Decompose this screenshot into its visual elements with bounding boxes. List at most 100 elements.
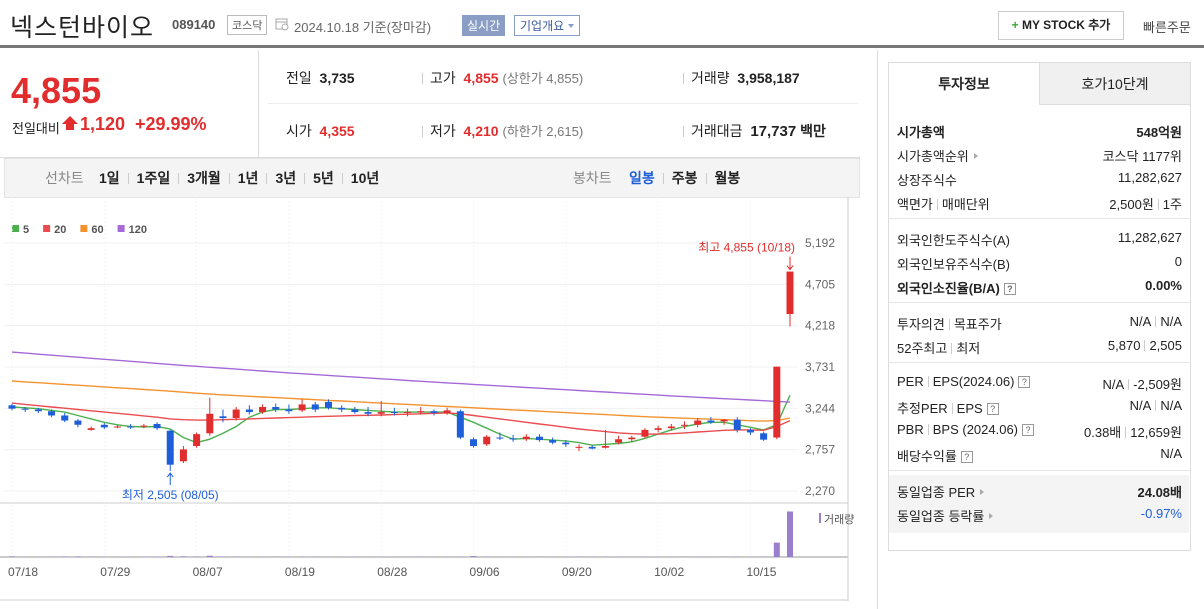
separator: [178, 173, 180, 184]
tab-active[interactable]: 투자정보: [889, 63, 1039, 105]
value-text: -2,509원: [1133, 377, 1182, 392]
company-info-button[interactable]: 기업개요: [514, 15, 581, 36]
row-value: N/A N/A: [1130, 398, 1182, 417]
volume-bar: [773, 542, 780, 557]
period-option[interactable]: 1주일: [136, 170, 171, 186]
value-text: 1주: [1162, 197, 1182, 212]
label-text: 상장주식수: [897, 173, 957, 188]
label-text: EPS: [956, 401, 983, 416]
volume-bar: [9, 556, 15, 557]
calendar-icon: [275, 18, 289, 31]
field-unit: 백만: [800, 123, 826, 139]
quote-divider: [258, 50, 259, 157]
candle-body: [746, 429, 754, 433]
candle-body: [298, 404, 306, 411]
candle-body: [667, 426, 675, 429]
separator: [948, 319, 950, 330]
separator: [1128, 379, 1130, 390]
panel-divider: [877, 50, 878, 609]
period-option[interactable]: 5년: [313, 170, 334, 186]
value-text: 548억원: [1136, 125, 1182, 140]
legend-swatch: [117, 225, 125, 232]
candle-body: [707, 420, 715, 423]
value-text: N/A: [1102, 377, 1125, 392]
quote-rule: [0, 157, 860, 158]
candle-body: [417, 411, 425, 413]
field-label: 전일: [286, 70, 312, 86]
section-rule: [889, 470, 1190, 471]
candle-body: [588, 446, 596, 449]
volume-bar: [734, 556, 741, 557]
quick-order[interactable]: 빠른주문: [1143, 20, 1191, 35]
quote-row-rule: [268, 103, 858, 104]
period-option[interactable]: 월봉: [714, 170, 741, 186]
value-text: 24.08배: [1137, 485, 1183, 500]
x-tick-label: 07/29: [100, 565, 130, 579]
change-value: 1,120: [80, 114, 126, 134]
field-value: 3,958,187: [737, 70, 800, 86]
row-value: N/A -2,509원: [1103, 374, 1183, 393]
info-row: 투자의견 목표주가 N/A N/A: [897, 314, 1182, 333]
row-label: 동일업종 PER: [897, 482, 985, 501]
candle-body: [272, 406, 280, 410]
label-text: 동일업종 PER: [897, 485, 976, 500]
row-label: 동일업종 등락률: [897, 506, 994, 525]
separator: [705, 173, 707, 184]
tab[interactable]: 호가10단계: [1039, 63, 1190, 105]
separator: [1125, 427, 1127, 438]
period-option[interactable]: 10년: [350, 170, 380, 186]
info-row: 액면가 매매단위 2,500원 1주: [897, 194, 1182, 213]
separator: [341, 173, 343, 184]
field-value: 4,855: [463, 70, 499, 86]
x-tick-label: 09/20: [562, 565, 592, 579]
value-text: 12,659원: [1130, 425, 1182, 440]
candle-body: [760, 433, 768, 440]
legend-swatch: [80, 225, 88, 232]
period-option[interactable]: 3년: [275, 170, 297, 186]
candle-body: [562, 442, 570, 445]
value-text: 2,505: [1149, 338, 1182, 353]
label-text: BPS (2024.06): [932, 422, 1019, 437]
candle-body: [153, 423, 161, 429]
row-label: 52주최고 최저: [897, 338, 980, 357]
label-text: 외국인보유주식수(B): [897, 257, 1011, 272]
candle-body: [74, 420, 82, 425]
row-value: N/A N/A: [1130, 314, 1182, 333]
x-tick-label: 09/06: [470, 565, 500, 579]
arrow-icon: [973, 153, 978, 159]
candle-body: [311, 404, 319, 410]
period-option[interactable]: 3개월: [187, 170, 221, 186]
candle-body: [615, 439, 623, 443]
period-option[interactable]: 1년: [237, 170, 259, 186]
period-option[interactable]: 일봉: [629, 170, 655, 186]
label-text: 최저: [956, 341, 981, 356]
candle-body: [61, 415, 69, 421]
row-label: 외국인보유주식수(B): [897, 254, 1010, 273]
row-value: 0.00%: [1145, 278, 1182, 297]
volume-bar: [167, 555, 174, 557]
y-tick-label: 5,192: [805, 236, 835, 250]
row-value: N/A: [1160, 446, 1182, 465]
info-row: 52주최고 최저 5,870 2,505: [897, 338, 1182, 357]
x-tick-label: 10/15: [746, 565, 776, 579]
value-text: 0.38배: [1084, 425, 1122, 440]
label-text: 배당수익률: [897, 449, 957, 464]
candle-body: [324, 401, 332, 408]
candle-body: [535, 436, 543, 441]
value-text: 코스닥 1177위: [1102, 149, 1182, 164]
info-row: PER EPS(2024.06)? N/A -2,509원: [897, 374, 1182, 393]
help-icon: ?: [1022, 424, 1035, 436]
mystock-button[interactable]: + MY STOCK 추가: [998, 11, 1124, 40]
label-text: 액면가: [897, 197, 933, 212]
period-option[interactable]: 주봉: [671, 170, 698, 186]
low-arrow: [166, 472, 174, 486]
value-text: 5,870: [1107, 338, 1141, 353]
y-tick-label: 2,270: [805, 484, 835, 498]
realtime-badge[interactable]: 실시간: [462, 15, 506, 36]
period-option[interactable]: 1일: [99, 170, 120, 186]
volume-bar: [206, 555, 213, 557]
candle-body: [430, 411, 438, 413]
row-label: PER EPS(2024.06)?: [897, 374, 1031, 393]
candle-body: [456, 411, 464, 438]
row-label: 시가총액: [897, 122, 945, 141]
